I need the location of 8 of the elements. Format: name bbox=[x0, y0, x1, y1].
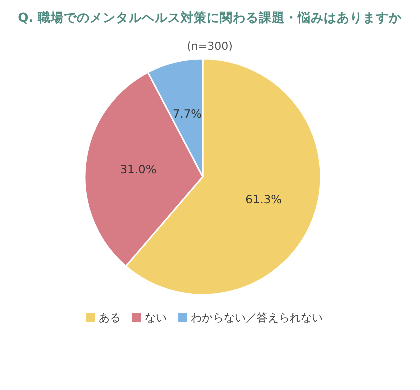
chart-subtitle: (n=300) bbox=[187, 40, 233, 53]
data-label: 7.7% bbox=[172, 106, 202, 121]
chart-title: Q. 職場でのメンタルヘルス対策に関わる課題・悩みはありますか bbox=[18, 10, 403, 25]
legend-label: わからない／答えられない bbox=[191, 312, 323, 324]
data-label: 61.3% bbox=[246, 192, 282, 207]
data-label: 31.0% bbox=[120, 162, 157, 177]
legend-label: ない bbox=[145, 312, 167, 324]
legend-label: ある bbox=[99, 312, 121, 324]
